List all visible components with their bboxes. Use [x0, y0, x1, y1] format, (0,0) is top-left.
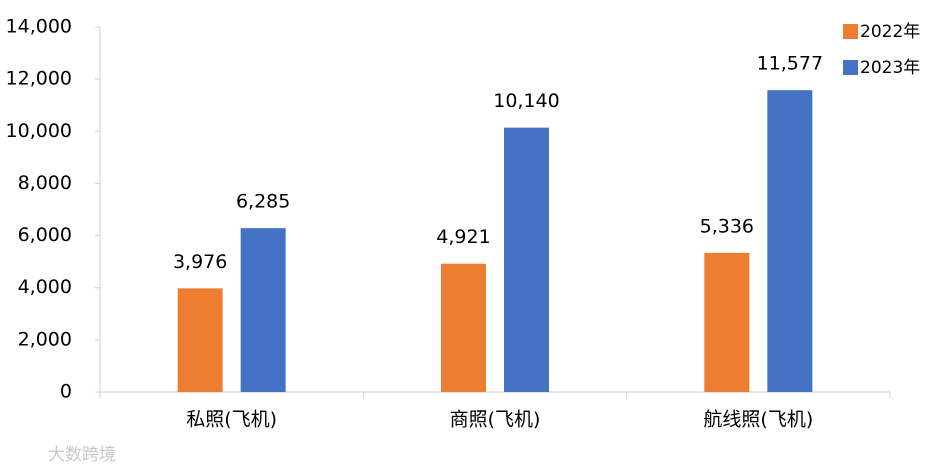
bar [240, 228, 286, 392]
x-tick-label: 私照(飞机) [186, 409, 277, 431]
data-label: 5,336 [700, 215, 754, 237]
bar [767, 90, 813, 392]
legend-swatch [843, 60, 858, 75]
y-tick-label: 4,000 [18, 276, 72, 298]
legend-label: 2022年 [860, 22, 920, 42]
y-tick-label: 2,000 [18, 328, 72, 350]
y-tick-label: 8,000 [18, 172, 72, 194]
data-label: 6,285 [236, 191, 290, 213]
bar [704, 252, 750, 392]
y-tick-label: 6,000 [18, 224, 72, 246]
data-label: 11,577 [757, 53, 823, 75]
y-tick-label: 14,000 [6, 16, 72, 38]
bar [441, 263, 486, 392]
legend-swatch [843, 24, 858, 39]
data-label: 4,921 [436, 226, 490, 248]
x-tick-label: 航线照(飞机) [703, 409, 813, 431]
data-label: 3,976 [173, 251, 227, 273]
data-label: 10,140 [493, 90, 559, 112]
watermark: 大数跨境 [48, 445, 116, 465]
y-tick-label: 10,000 [6, 120, 72, 142]
bar [504, 127, 549, 392]
x-tick-label: 商照(飞机) [450, 409, 541, 431]
legend-label: 2023年 [860, 58, 920, 78]
y-tick-label: 0 [60, 381, 72, 403]
y-tick-label: 12,000 [6, 68, 72, 90]
bar [177, 288, 223, 392]
